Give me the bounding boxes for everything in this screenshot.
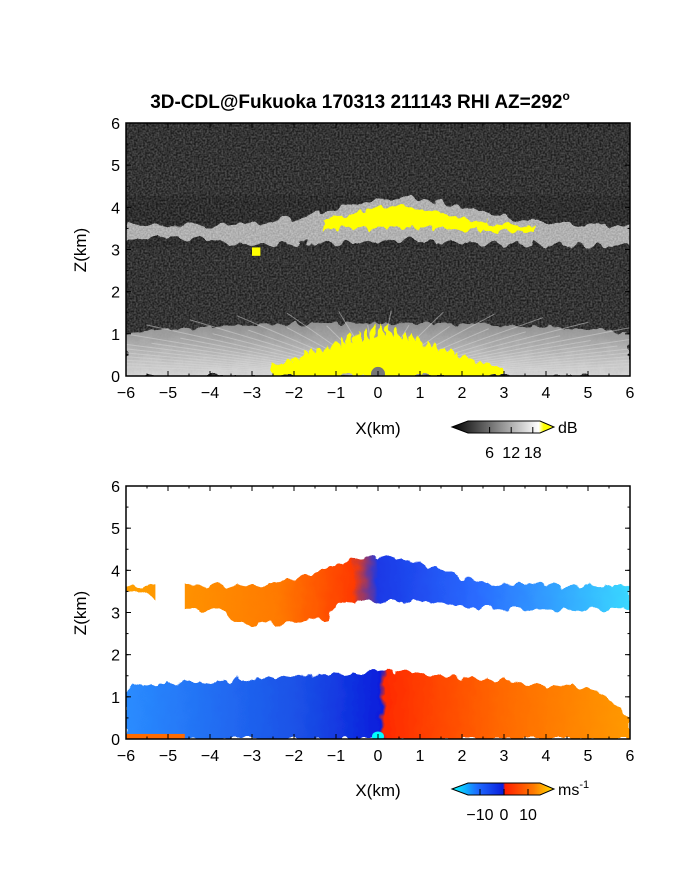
- near-ground-echo: [126, 733, 185, 739]
- x-tick-label: 6: [626, 748, 635, 765]
- x-tick-label: 1: [416, 385, 425, 402]
- x-axis-label: X(km): [355, 781, 400, 800]
- y-tick-label: 0: [111, 369, 120, 386]
- reflectivity-heatmap: [126, 123, 630, 376]
- x-tick-label: 4: [542, 385, 551, 402]
- y-tick-label: 2: [111, 648, 120, 665]
- colorbar-ramp: [450, 782, 556, 796]
- y-tick-label: 4: [111, 563, 120, 580]
- colorbar-tick-label: 18: [524, 445, 542, 462]
- y-tick-label: 2: [111, 285, 120, 302]
- y-tick-label: 4: [111, 200, 120, 217]
- y-tick-label: 1: [111, 690, 120, 707]
- x-axis-label: X(km): [355, 419, 400, 438]
- y-axis-label: Z(km): [71, 228, 90, 272]
- y-tick-label: 3: [111, 243, 120, 260]
- lower-wind-layer: [126, 668, 630, 739]
- y-tick-label: 0: [111, 732, 120, 749]
- x-tick-label: 3: [500, 385, 509, 402]
- x-tick-label: 6: [626, 385, 635, 402]
- x-tick-label: −5: [159, 385, 177, 402]
- echo-gap: [155, 570, 185, 617]
- x-tick-label: 2: [458, 748, 467, 765]
- colorbar-unit: ms-1: [558, 779, 589, 799]
- x-tick-label: −6: [117, 385, 135, 402]
- velocity-axes: −6 −5 −4 −3 −2 −1 0 1 2 3 4 5 6 0 1 2 3 4 5 6: [111, 479, 634, 765]
- x-tick-label: 0: [374, 748, 383, 765]
- y-tick-label: 5: [111, 521, 120, 538]
- x-tick-label: 2: [458, 385, 467, 402]
- saturated-patch: [252, 247, 261, 256]
- chart-title: 3D-CDL@Fukuoka 170313 211143 RHI AZ=292o: [150, 89, 570, 113]
- velocity-colorbar: ms-1 −10 0 10: [450, 779, 589, 824]
- x-tick-label: −1: [327, 385, 345, 402]
- colorbar-ramp: [450, 420, 556, 434]
- y-tick-label: 6: [111, 116, 120, 133]
- velocity-heatmap: [126, 555, 630, 739]
- colorbar-tick-label: 10: [519, 807, 537, 824]
- x-tick-label: 4: [542, 748, 551, 765]
- x-tick-label: 0: [374, 385, 383, 402]
- x-tick-label: −6: [117, 748, 135, 765]
- colorbar-unit: dB: [558, 420, 578, 437]
- colorbar-tick-label: 0: [500, 807, 509, 824]
- x-tick-label: −3: [243, 748, 261, 765]
- colorbar-tick-label: 6: [485, 445, 494, 462]
- x-tick-label: −4: [201, 385, 219, 402]
- x-tick-label: −5: [159, 748, 177, 765]
- x-tick-label: −4: [201, 748, 219, 765]
- x-tick-label: 5: [584, 385, 593, 402]
- colorbar-tick-label: −10: [466, 807, 493, 824]
- y-tick-label: 1: [111, 327, 120, 344]
- saturated-ground-echo: [273, 321, 504, 376]
- reflectivity-axes: −6 −5 −4 −3 −2 −1 0 1 2 3 4 5 6 0 1 2 3 4 5 6: [111, 116, 634, 402]
- y-axis-label: Z(km): [71, 591, 90, 635]
- x-tick-label: −1: [327, 748, 345, 765]
- x-tick-label: −2: [285, 385, 303, 402]
- x-tick-label: 1: [416, 748, 425, 765]
- x-tick-label: 3: [500, 748, 509, 765]
- x-tick-label: 5: [584, 748, 593, 765]
- y-tick-label: 3: [111, 606, 120, 623]
- colorbar-tick-label: 12: [502, 445, 520, 462]
- y-tick-label: 5: [111, 158, 120, 175]
- y-tick-label: 6: [111, 479, 120, 496]
- upper-wind-layer: [126, 555, 630, 626]
- reflectivity-colorbar: dB 6 12 18: [450, 420, 578, 462]
- saturated-cloud-echo: [323, 205, 534, 234]
- x-tick-label: −2: [285, 748, 303, 765]
- x-tick-label: −3: [243, 385, 261, 402]
